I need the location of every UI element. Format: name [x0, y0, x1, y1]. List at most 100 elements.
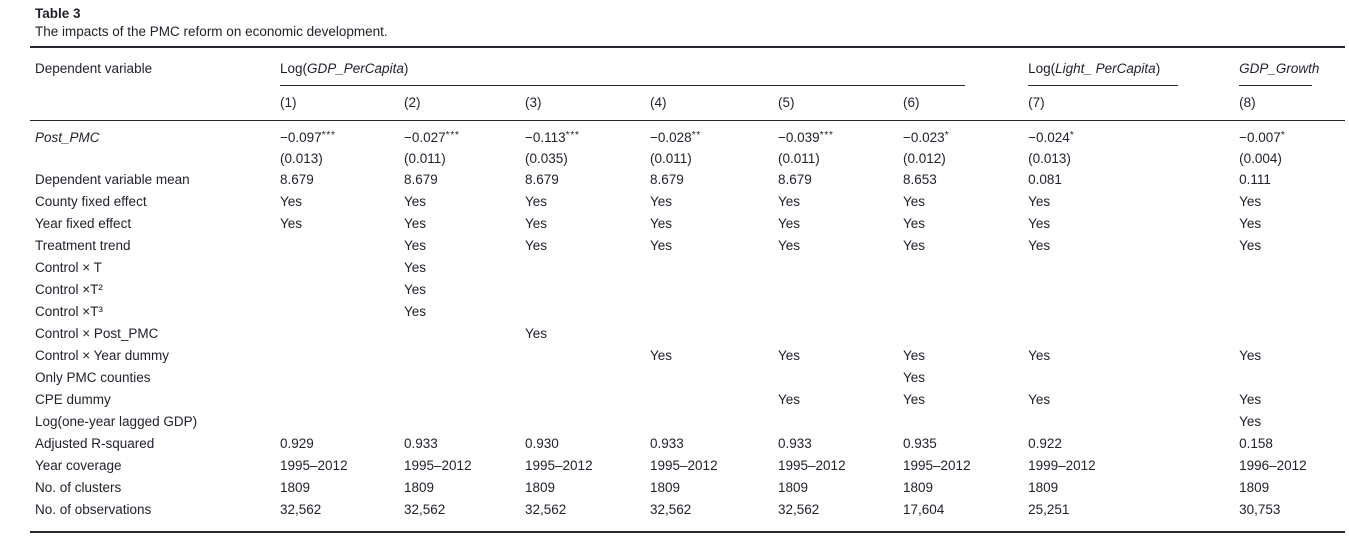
cell-value: 32,562 — [778, 502, 820, 517]
cell-value: Yes — [903, 370, 926, 385]
cell-value: 1809 — [903, 480, 934, 495]
cell-value: Yes — [404, 282, 427, 297]
table-row: Control × Post_PMC Yes — [30, 323, 1345, 345]
cell-value — [778, 367, 903, 389]
cell-value — [1239, 257, 1345, 279]
cell-value: Yes — [1239, 238, 1262, 253]
row-label: Control ×T² — [35, 282, 103, 297]
cell-value — [778, 279, 903, 301]
cell-value — [525, 279, 650, 301]
cell-value — [280, 323, 404, 345]
row-label: Only PMC counties — [35, 370, 151, 385]
row-label: Control × Year dummy — [35, 348, 169, 363]
cell-coefficient: −0.039*** (0.011) — [778, 121, 903, 170]
coefficient-row: Post_PMC −0.097*** (0.013) −0.027*** (0.01… — [30, 121, 1345, 170]
cell-value: Yes — [1028, 194, 1051, 209]
row-label: Log(one-year lagged GDP) — [35, 414, 198, 429]
table-row: County fixed effect Yes Yes Yes Yes Yes … — [30, 191, 1345, 213]
cell-value: 8.679 — [650, 172, 684, 187]
significance-stars: * — [944, 129, 950, 141]
cell-value: 1995–2012 — [525, 458, 593, 473]
cell-value: 32,562 — [525, 502, 567, 517]
table-row: Control ×T² Yes — [30, 279, 1345, 301]
cell-value: Yes — [404, 304, 427, 319]
cell-value: Yes — [650, 194, 673, 209]
cell-value — [1239, 301, 1345, 323]
header-group-gdp-growth: GDP_Growth — [1239, 47, 1345, 86]
table-row: Log(one-year lagged GDP) Yes — [30, 411, 1345, 433]
column-number: (1) — [280, 86, 404, 121]
cell-value — [903, 257, 1028, 279]
column-number: (8) — [1239, 86, 1346, 121]
row-label: Treatment trend — [35, 238, 131, 253]
cell-value — [1028, 257, 1239, 279]
standard-error: (0.012) — [903, 151, 946, 166]
cell-value — [525, 411, 650, 433]
cell-value: Yes — [778, 238, 801, 253]
cell-value: 1995–2012 — [903, 458, 971, 473]
table-row: Year fixed effect Yes Yes Yes Yes Yes Ye… — [30, 213, 1345, 235]
cell-value — [525, 389, 650, 411]
row-label: County fixed effect — [35, 194, 147, 209]
row-label: Control × T — [35, 260, 102, 275]
significance-stars: *** — [445, 129, 460, 141]
row-label: CPE dummy — [35, 392, 111, 407]
cell-value — [778, 257, 903, 279]
table-row: No. of observations 32,562 32,562 32,562… — [30, 499, 1345, 532]
cell-value: 8.679 — [525, 172, 559, 187]
cell-value: 32,562 — [280, 502, 322, 517]
cell-value: Yes — [280, 194, 303, 209]
header-group-row: Dependent variable Log(GDP_PerCapita) Lo… — [30, 47, 1345, 121]
column-number: (5) — [778, 86, 903, 121]
standard-error: (0.011) — [650, 151, 692, 166]
cell-value: Yes — [778, 216, 801, 231]
cell-value: 30,753 — [1239, 502, 1281, 517]
column-number: (7) — [1028, 86, 1240, 121]
cell-value: Yes — [525, 194, 548, 209]
cell-value: Yes — [903, 216, 926, 231]
cell-value: Yes — [1028, 238, 1051, 253]
cell-value — [280, 257, 404, 279]
cell-value: 8.679 — [778, 172, 812, 187]
cell-value: 8.679 — [404, 172, 438, 187]
cell-value — [778, 323, 903, 345]
table-row: Year coverage 1995–2012 1995–2012 1995–2… — [30, 455, 1345, 477]
cell-value — [903, 279, 1028, 301]
cell-value: Yes — [903, 392, 926, 407]
cell-value: 0.158 — [1239, 436, 1273, 451]
cell-coefficient: −0.097*** (0.013) — [280, 121, 404, 170]
cell-value: 1809 — [650, 480, 681, 495]
cell-value — [1239, 323, 1345, 345]
row-label: Adjusted R-squared — [35, 436, 155, 451]
cell-value — [903, 323, 1028, 345]
row-label: No. of observations — [35, 502, 152, 517]
table-row: CPE dummy Yes Yes Yes Yes — [30, 389, 1345, 411]
cell-value: 0.922 — [1028, 436, 1062, 451]
cell-value — [1028, 301, 1239, 323]
cell-value: Yes — [1028, 216, 1051, 231]
cell-value: Yes — [650, 238, 673, 253]
cell-value — [404, 345, 525, 367]
cell-value — [525, 367, 650, 389]
cell-value — [280, 279, 404, 301]
results-table: Dependent variable Log(GDP_PerCapita) Lo… — [30, 46, 1346, 533]
header-dependent-variable: Dependent variable — [30, 47, 280, 121]
cell-value — [1028, 323, 1239, 345]
table-caption: Table 3 The impacts of the PMC reform on… — [35, 5, 388, 41]
header-column-numbers: (1) (2) (3) (4) (5) (6) (7) (8) — [30, 86, 1346, 121]
cell-value — [650, 301, 778, 323]
standard-error: (0.013) — [1028, 151, 1071, 166]
cell-value: Yes — [650, 348, 673, 363]
column-number: (2) — [404, 86, 525, 121]
cell-value — [280, 411, 404, 433]
cell-value: Yes — [1028, 348, 1051, 363]
row-label: Year coverage — [35, 458, 122, 473]
cell-value: 1809 — [778, 480, 809, 495]
table-row: Adjusted R-squared 0.929 0.933 0.930 0.9… — [30, 433, 1345, 455]
cell-value: 1809 — [525, 480, 556, 495]
cell-value — [525, 301, 650, 323]
cell-value — [1028, 411, 1239, 433]
table-subtitle: The impacts of the PMC reform on economi… — [35, 24, 388, 39]
row-label: Post_PMC — [35, 130, 100, 145]
cell-value: 1996–2012 — [1239, 458, 1307, 473]
